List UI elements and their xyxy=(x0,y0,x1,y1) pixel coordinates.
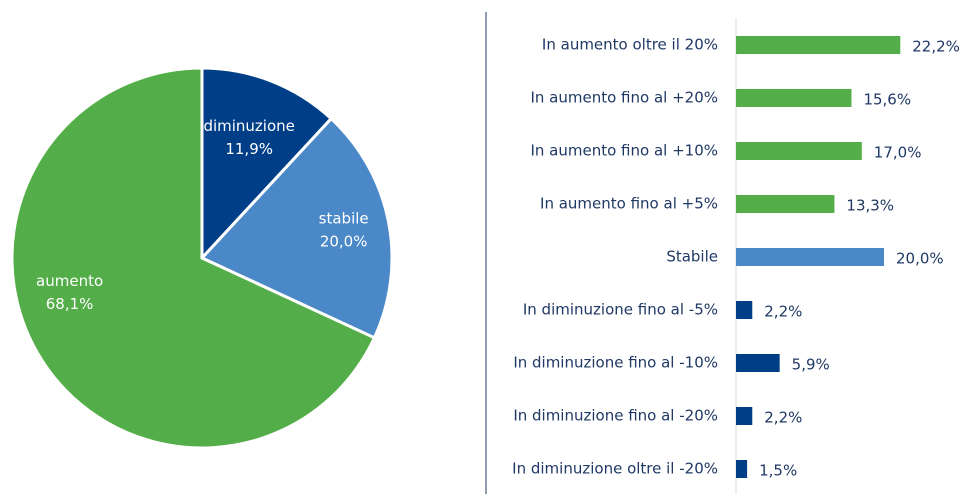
bar xyxy=(736,36,901,54)
category-label: In diminuzione fino al -20% xyxy=(513,407,718,425)
category-label: In aumento oltre il 20% xyxy=(542,36,718,54)
category-label: In diminuzione fino al -10% xyxy=(513,354,718,372)
value-label: 1,5% xyxy=(759,462,797,480)
category-label: In aumento fino al +20% xyxy=(530,89,718,107)
bar xyxy=(736,89,852,107)
value-label: 5,9% xyxy=(792,356,830,374)
bar xyxy=(736,407,753,425)
slice-value: 11,9% xyxy=(225,140,273,158)
bar xyxy=(736,354,780,372)
bar xyxy=(736,248,884,266)
bar xyxy=(736,142,862,160)
slice-label: diminuzione xyxy=(203,117,294,135)
bar xyxy=(736,195,835,213)
pie-slice xyxy=(199,116,394,340)
category-label: Stabile xyxy=(666,248,718,266)
pie-slice xyxy=(10,66,377,450)
slice-value: 68,1% xyxy=(46,295,94,313)
bar xyxy=(736,460,748,478)
category-label: In aumento fino al +5% xyxy=(540,195,718,213)
slice-value: 20,0% xyxy=(320,233,368,251)
value-label: 2,2% xyxy=(764,303,802,321)
bar xyxy=(736,301,753,319)
value-label: 20,0% xyxy=(896,250,944,268)
value-label: 17,0% xyxy=(874,144,922,162)
slice-label: stabile xyxy=(319,210,369,228)
value-label: 15,6% xyxy=(863,91,911,109)
pie-slice xyxy=(200,66,334,262)
value-label: 2,2% xyxy=(764,409,802,427)
slice-label: aumento xyxy=(36,272,103,290)
category-label: In diminuzione fino al -5% xyxy=(523,301,718,319)
category-label: In diminuzione oltre il -20% xyxy=(512,460,718,478)
value-label: 13,3% xyxy=(846,197,894,215)
value-label: 22,2% xyxy=(912,38,960,56)
category-label: In aumento fino al +10% xyxy=(530,142,718,160)
